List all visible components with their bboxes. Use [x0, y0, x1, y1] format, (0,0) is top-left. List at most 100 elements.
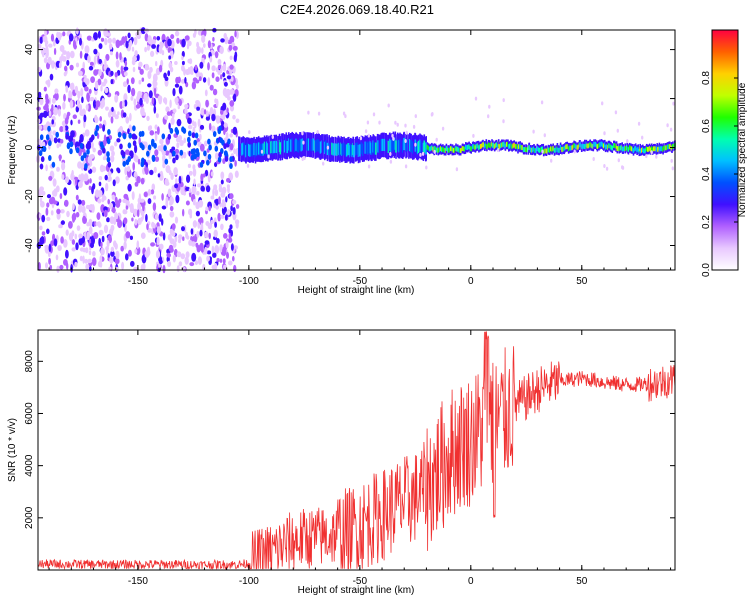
spectrogram-cell: [98, 181, 102, 187]
spectrogram-cell: [188, 188, 192, 194]
spectrogram-cell: [205, 116, 210, 121]
spectrogram-cell: [91, 235, 94, 245]
colorbar-label: Normalized spectral amplitude: [737, 82, 748, 217]
spectrogram-cell: [84, 45, 90, 54]
spectrogram-cell: [51, 104, 54, 111]
spectrogram-cell: [137, 158, 141, 165]
spectrogram-cell: [532, 147, 534, 153]
spectrogram-cell: [155, 61, 158, 67]
spectrogram-cell: [58, 62, 62, 69]
spectrogram-cell: [155, 250, 161, 259]
spectrogram-cell: [44, 102, 49, 110]
spectrogram-cell: [205, 99, 209, 108]
spectrogram-cell: [56, 166, 60, 172]
spectrogram-cell: [229, 143, 234, 151]
spectrogram-cell: [122, 209, 126, 215]
spectrogram-cell: [75, 27, 79, 35]
spectrogram-cell: [357, 144, 360, 157]
spectrogram-cell: [205, 221, 210, 226]
spectrogram-marks: [36, 27, 676, 274]
spectrogram-cell: [469, 145, 471, 151]
spectrogram-cell: [345, 144, 347, 157]
spectrogram-cell: [234, 170, 239, 178]
spectrogram-cell: [86, 35, 92, 41]
spectrogram-cell: [39, 97, 44, 106]
spectrogram-cell: [553, 147, 556, 153]
spectrogram-cell: [492, 142, 494, 148]
spectrogram-cell: [172, 150, 176, 157]
spectrogram-cell: [215, 198, 219, 206]
spectrogram-cell: [271, 135, 274, 139]
spectrogram-cell: [672, 144, 674, 149]
spectrogram-cell: [138, 91, 143, 97]
spectrogram-cell: [169, 127, 174, 134]
spectrogram-cell: [210, 195, 215, 200]
spectrogram-cell: [170, 34, 175, 40]
spectrogram-cell: [62, 124, 66, 133]
spectrogram-cell: [466, 145, 468, 150]
spectrogram-cell: [50, 196, 56, 204]
spectrogram-cell: [192, 120, 195, 127]
spectrogram-cell: [45, 44, 49, 53]
spectrogram-cell: [246, 163, 250, 168]
spectrogram-cell: [125, 149, 130, 155]
spectrogram-cell: [191, 81, 197, 90]
spectrogram-cell: [185, 200, 190, 206]
spectrogram-cell: [367, 133, 370, 138]
spectrogram-cell: [110, 155, 115, 163]
spectrogram-cell: [149, 169, 154, 175]
spectrogram-cell: [200, 173, 204, 182]
spectrogram-cell: [455, 167, 459, 172]
spectrogram-cell: [229, 133, 233, 138]
spectrogram-cell: [467, 145, 469, 150]
spectrogram-cell: [147, 198, 152, 205]
spectrogram-cell: [98, 43, 103, 50]
spectrogram-cell: [214, 221, 218, 228]
spectrogram-cell: [230, 229, 233, 237]
spectrogram-cell: [147, 144, 152, 151]
spectrogram-cell: [68, 91, 73, 99]
spectrogram-cell: [114, 114, 119, 120]
spectrogram-cell: [71, 247, 76, 252]
spectrogram-cell: [88, 204, 93, 211]
spectrogram-cell: [83, 114, 87, 123]
spectrogram-cell: [495, 142, 498, 148]
spectrogram-cell: [123, 93, 128, 102]
spectrogram-cell: [268, 141, 270, 155]
spectrogram-cell: [209, 84, 214, 91]
spectrogram-cell: [151, 183, 156, 191]
spectrogram-cell: [232, 207, 236, 215]
spectrogram-cell: [230, 205, 233, 212]
spectrogram-cell: [117, 131, 122, 138]
spectrogram-cell: [230, 76, 234, 82]
spectrogram-cell: [576, 145, 579, 151]
spectrogram-cell: [454, 147, 456, 153]
spectrogram-cell: [40, 47, 46, 55]
snr-x-tick-label: -150: [128, 576, 148, 587]
spectrogram-cell: [119, 52, 122, 61]
spectrogram-panel: -150 -100 -50 0 50 -40 -20 0 20 40 Height of stra…: [7, 27, 676, 296]
spectrogram-cell: [52, 130, 57, 136]
spectrogram-cell: [108, 175, 112, 182]
spectrogram-cell: [624, 146, 627, 151]
spectrogram-cell: [121, 36, 126, 45]
spectrogram-cell: [550, 146, 552, 152]
spectrogram-cell: [97, 149, 103, 156]
spectrogram-cell: [48, 43, 53, 48]
spectrogram-cell: [167, 188, 172, 198]
spectrogram-cell: [90, 141, 94, 149]
spectrogram-cell: [387, 140, 390, 153]
spectrogram-cell: [112, 179, 116, 187]
spectrogram-cell: [77, 70, 83, 77]
spectrogram-cell: [207, 62, 210, 71]
spectrogram-cell: [224, 36, 229, 45]
spectrogram-cell: [135, 104, 141, 109]
spectrogram-cell: [575, 144, 577, 150]
spectrogram-cell: [221, 120, 225, 126]
spectrogram-cell: [40, 190, 46, 196]
spectrogram-cell: [212, 88, 218, 96]
spectrogram-cell: [651, 147, 654, 153]
spectrogram-cell: [111, 194, 116, 200]
spectrogram-cell: [183, 137, 186, 144]
spectrogram-cell: [226, 209, 231, 216]
